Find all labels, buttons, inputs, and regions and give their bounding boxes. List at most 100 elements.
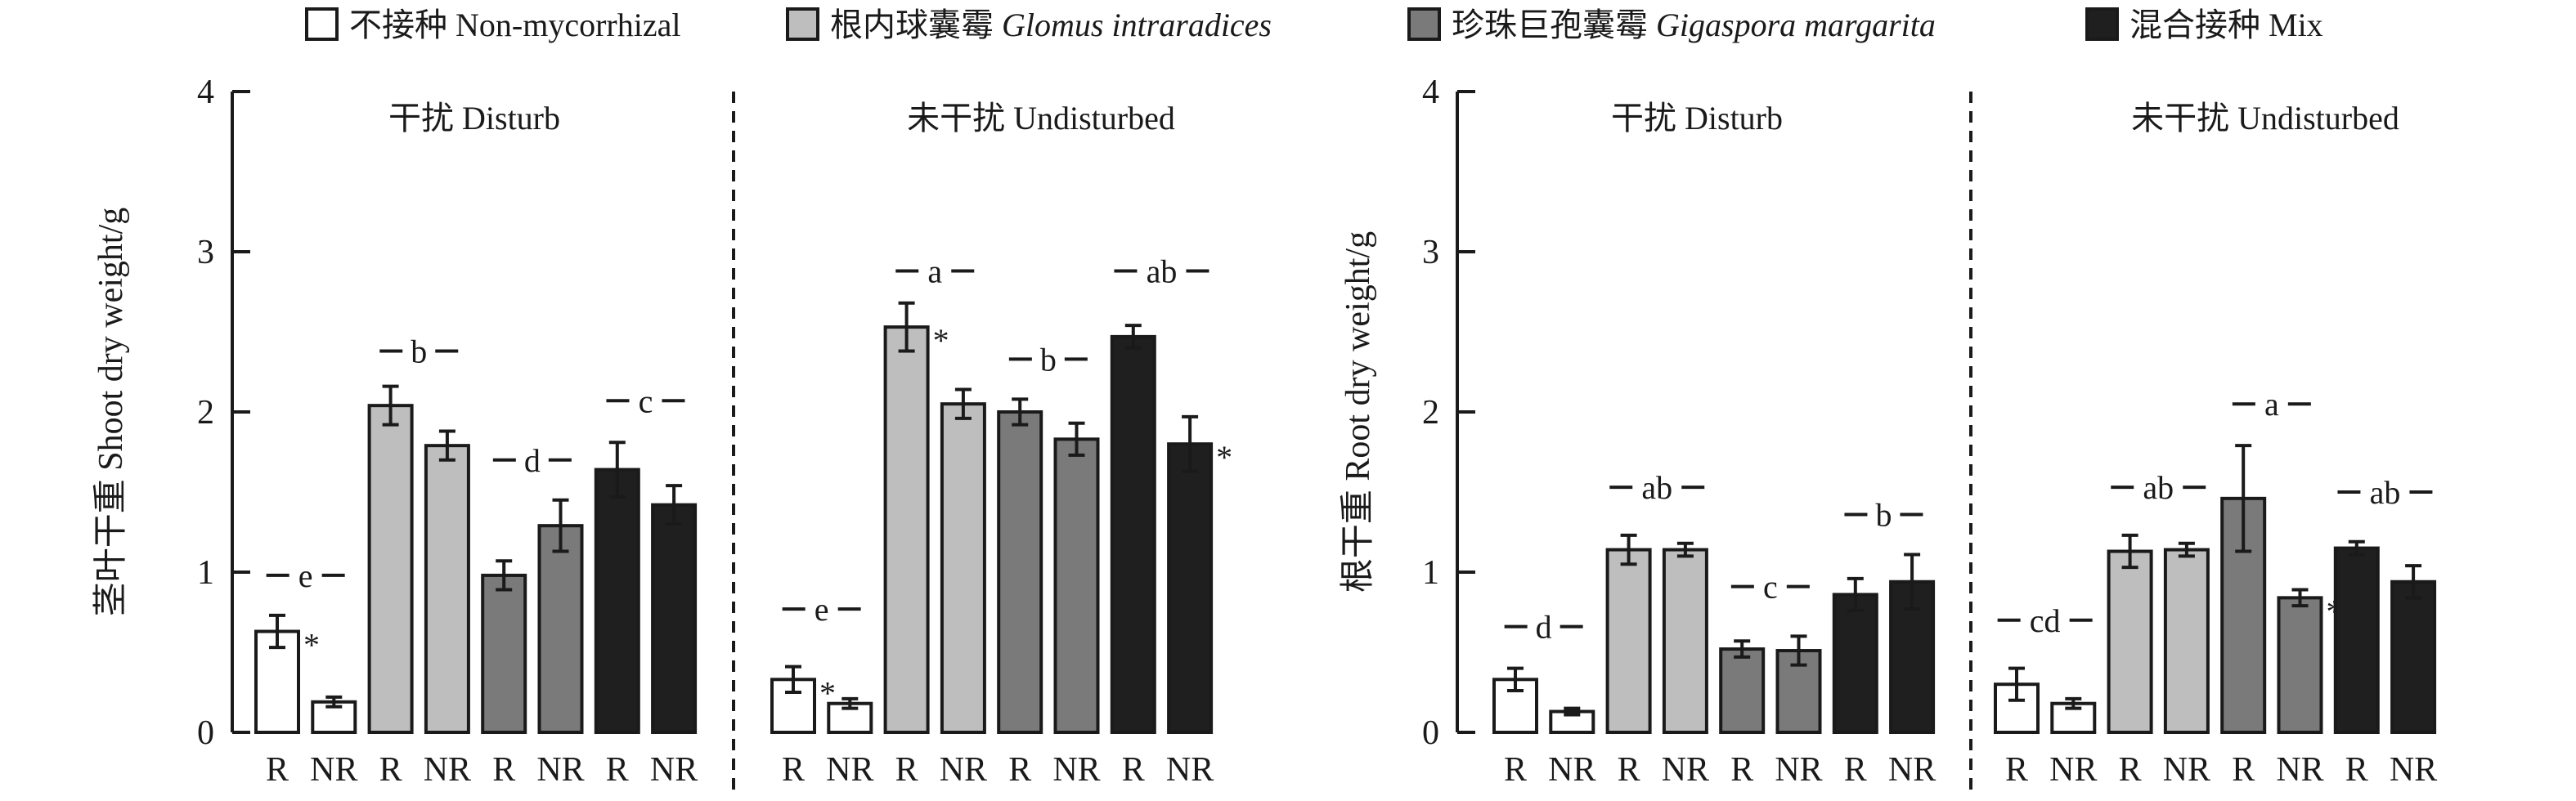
y-tick-label: 0	[197, 714, 214, 752]
significance-letter: d	[1536, 609, 1552, 646]
significance-letter: ab	[1147, 253, 1178, 290]
bar-group: 干扰 Disturb R NR R NR R NR R NR d ab c b	[1492, 100, 1936, 789]
legend-swatch	[305, 7, 339, 41]
x-tick-label: NR	[1166, 751, 1214, 789]
x-tick-label: R	[1008, 751, 1031, 789]
x-tick-label: NR	[1775, 751, 1822, 789]
error-bar	[269, 613, 285, 650]
group-label: 未干扰 Undisturbed	[907, 100, 1175, 136]
y-tick-label: 0	[1422, 714, 1439, 752]
x-tick-label: NR	[2163, 751, 2210, 789]
legend-label-zh: 珍珠巨孢囊霉	[1452, 7, 1648, 43]
legend-item: 根内球囊霉 Glomus intraradices	[786, 7, 1272, 43]
group-label: 干扰 Disturb	[1611, 100, 1783, 136]
bar	[1719, 647, 1766, 735]
y-tick-label: 1	[197, 554, 214, 592]
error-bar	[2065, 696, 2082, 710]
x-tick-label: NR	[536, 751, 584, 789]
bar-group: 干扰 Disturb * R NR R NR R NR R NR e b d c	[254, 100, 698, 789]
x-tick-label: R	[1618, 751, 1640, 789]
x-tick-label: NR	[826, 751, 873, 789]
x-tick-label: R	[2232, 751, 2255, 789]
error-bar	[1124, 324, 1142, 350]
error-bar	[954, 387, 972, 420]
significance-letter: a	[2264, 386, 2279, 423]
bar	[367, 404, 414, 734]
y-tick-label: 1	[1422, 554, 1439, 592]
bar	[2333, 546, 2380, 734]
x-tick-label: R	[2119, 751, 2142, 789]
significance-letter: c	[1763, 569, 1778, 606]
error-bar	[1068, 421, 1085, 457]
legend-swatch	[1407, 7, 1441, 41]
error-bar	[1182, 414, 1199, 473]
legend-label: 混合接种 Mix	[2129, 7, 2323, 43]
x-tick-label: NR	[2276, 751, 2323, 789]
y-tick-label: 2	[197, 394, 214, 432]
significance-letter: b	[1875, 496, 1892, 533]
error-bar	[785, 665, 801, 694]
x-tick-label: NR	[310, 751, 357, 789]
bar	[651, 503, 698, 734]
x-tick-label: NR	[2390, 751, 2437, 789]
x-tick-label: NR	[1888, 751, 1936, 789]
legend-label-en: Non-mycorrhizal	[456, 7, 680, 43]
bar	[1053, 437, 1100, 734]
bar	[883, 325, 930, 734]
significance-letter: ab	[2143, 469, 2174, 506]
legend-label-zh: 不接种	[349, 7, 447, 43]
error-bar	[2121, 533, 2138, 570]
bar	[481, 573, 527, 734]
x-tick-label: R	[492, 751, 515, 789]
error-bar	[1012, 397, 1029, 427]
bar	[1110, 334, 1156, 734]
error-bar	[2235, 444, 2252, 553]
error-bar	[1676, 541, 1694, 558]
bar	[2277, 596, 2323, 734]
bar	[537, 524, 584, 734]
legend-label-zh: 混合接种	[2129, 7, 2260, 43]
x-tick-label: R	[1844, 751, 1867, 789]
significance-letter: e	[298, 557, 313, 594]
y-tick-label: 3	[1422, 234, 1439, 271]
legend-label-zh: 根内球囊霉	[830, 7, 994, 43]
significance-letter: b	[411, 333, 427, 370]
significance-letter: e	[815, 591, 829, 628]
x-tick-label: NR	[650, 751, 698, 789]
legend-item: 珍珠巨孢囊霉 Gigaspora margarita	[1407, 7, 1936, 43]
x-tick-label: R	[379, 751, 402, 789]
significance-star: *	[303, 627, 320, 664]
error-bar	[2178, 541, 2195, 558]
legend-item: 不接种 Non-mycorrhizal	[305, 7, 680, 43]
bar	[2107, 549, 2153, 735]
x-tick-label: R	[2345, 751, 2368, 789]
legend-label-en: Glomus intraradices	[1002, 7, 1272, 43]
error-bar	[1847, 576, 1864, 613]
bar	[594, 468, 640, 734]
error-bar	[1790, 634, 1807, 667]
x-tick-label: NR	[1662, 751, 1709, 789]
error-bar	[666, 484, 683, 526]
bar	[1994, 682, 2040, 735]
bar	[1832, 593, 1878, 734]
x-tick-label: R	[1504, 751, 1527, 789]
group-label: 干扰 Disturb	[388, 100, 560, 136]
legend-label: 不接种 Non-mycorrhizal	[349, 7, 680, 43]
x-tick-label: NR	[1548, 751, 1595, 789]
error-bar	[841, 696, 859, 710]
error-bar	[2405, 564, 2422, 600]
error-bar	[2291, 588, 2309, 608]
error-bar	[1904, 553, 1921, 611]
significance-letter: ab	[2370, 474, 2401, 511]
error-bar	[898, 301, 915, 353]
error-bar	[2008, 666, 2025, 702]
error-bar	[1507, 666, 1524, 693]
y-tick-label: 2	[1422, 394, 1439, 432]
x-tick-label: R	[606, 751, 629, 789]
y-axis-label: 茎叶干重 Shoot dry weight/g	[92, 208, 130, 617]
x-tick-label: R	[2005, 751, 2028, 789]
bar	[2390, 579, 2437, 735]
error-bar	[1734, 639, 1751, 659]
error-bar	[2348, 539, 2365, 557]
